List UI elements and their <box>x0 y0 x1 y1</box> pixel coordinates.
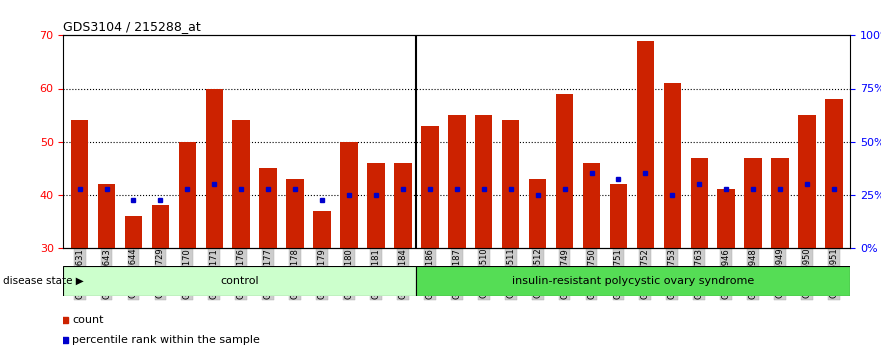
Bar <box>663 83 681 248</box>
Bar <box>556 94 574 248</box>
Bar <box>772 158 788 248</box>
Bar <box>475 115 492 248</box>
Bar <box>502 120 520 248</box>
Bar <box>340 142 358 248</box>
Bar <box>416 266 850 296</box>
Bar <box>717 189 735 248</box>
Bar <box>179 142 196 248</box>
Bar <box>610 184 627 248</box>
Bar <box>233 120 250 248</box>
Bar <box>825 99 843 248</box>
Text: count: count <box>72 315 104 325</box>
Bar <box>125 216 142 248</box>
Bar <box>394 163 411 248</box>
Bar <box>582 163 600 248</box>
Bar <box>691 158 708 248</box>
Bar <box>448 115 465 248</box>
Text: control: control <box>220 275 259 286</box>
Bar <box>286 179 304 248</box>
Bar <box>637 41 655 248</box>
Bar <box>98 184 115 248</box>
Bar <box>529 179 546 248</box>
Text: insulin-resistant polycystic ovary syndrome: insulin-resistant polycystic ovary syndr… <box>512 275 754 286</box>
Text: percentile rank within the sample: percentile rank within the sample <box>72 335 260 345</box>
Bar <box>70 120 88 248</box>
Bar <box>798 115 816 248</box>
Bar <box>314 211 331 248</box>
Bar <box>367 163 385 248</box>
Bar <box>259 168 277 248</box>
Bar <box>63 266 416 296</box>
Bar <box>205 88 223 248</box>
Bar <box>421 126 439 248</box>
Bar <box>152 205 169 248</box>
Text: GDS3104 / 215288_at: GDS3104 / 215288_at <box>63 20 201 33</box>
Bar <box>744 158 762 248</box>
Text: disease state ▶: disease state ▶ <box>3 275 84 286</box>
